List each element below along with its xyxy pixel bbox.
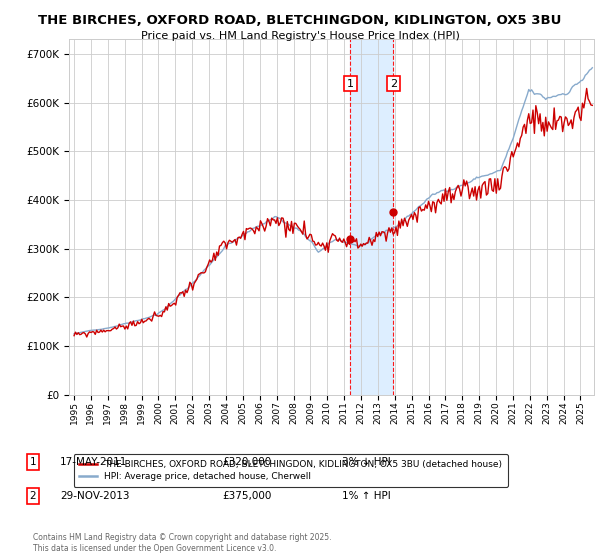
Text: Contains HM Land Registry data © Crown copyright and database right 2025.
This d: Contains HM Land Registry data © Crown c… <box>33 533 331 553</box>
Text: 1% ↑ HPI: 1% ↑ HPI <box>342 491 391 501</box>
Text: 2: 2 <box>29 491 37 501</box>
Text: 2: 2 <box>390 78 397 88</box>
Text: 29-NOV-2013: 29-NOV-2013 <box>60 491 130 501</box>
Text: £375,000: £375,000 <box>222 491 271 501</box>
Text: THE BIRCHES, OXFORD ROAD, BLETCHINGDON, KIDLINGTON, OX5 3BU: THE BIRCHES, OXFORD ROAD, BLETCHINGDON, … <box>38 14 562 27</box>
Text: £320,000: £320,000 <box>222 457 271 467</box>
Text: 17-MAY-2011: 17-MAY-2011 <box>60 457 127 467</box>
Legend: THE BIRCHES, OXFORD ROAD, BLETCHINGDON, KIDLINGTON, OX5 3BU (detached house), HP: THE BIRCHES, OXFORD ROAD, BLETCHINGDON, … <box>74 454 508 487</box>
Text: Price paid vs. HM Land Registry's House Price Index (HPI): Price paid vs. HM Land Registry's House … <box>140 31 460 41</box>
Bar <box>350 39 393 395</box>
Text: 1: 1 <box>29 457 37 467</box>
Text: 3% ↓ HPI: 3% ↓ HPI <box>342 457 391 467</box>
Text: 1: 1 <box>347 78 354 88</box>
